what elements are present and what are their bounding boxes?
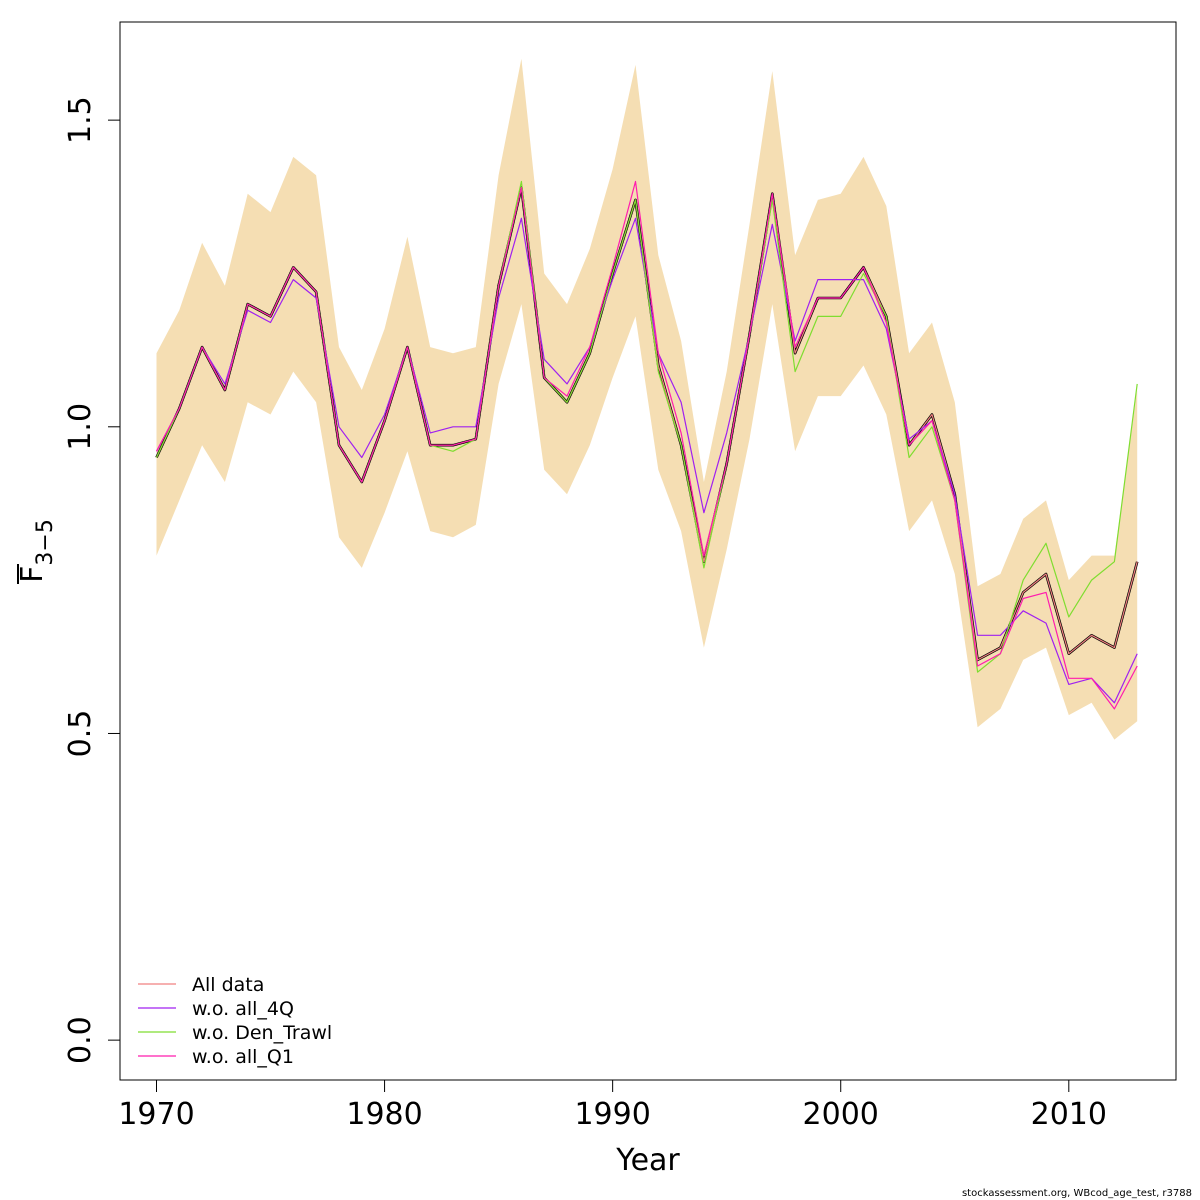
x-tick-label: 1990: [574, 1097, 650, 1132]
legend-label: w.o. all_Q1: [192, 1046, 294, 1068]
legend-label: w.o. all_4Q: [192, 998, 294, 1020]
legend-label: All data: [192, 974, 264, 996]
x-axis-title: Year: [615, 1143, 680, 1178]
plot-frame: [119, 21, 1177, 1081]
y-axis-title-main: F: [15, 566, 50, 583]
y-axis-title: F3−5: [15, 519, 58, 584]
confidence-band: [156, 58, 1138, 740]
y-tick-label: 1.5: [63, 96, 98, 144]
x-tick-label: 1970: [118, 1097, 194, 1132]
y-axis-title-sub: 3−5: [33, 519, 58, 565]
plot-area: [155, 58, 1139, 740]
x-tick-label: 2000: [803, 1097, 879, 1132]
y-tick-label: 0.5: [63, 710, 98, 758]
x-axis: 1970 1980 1990 2000 2010: [118, 1080, 1107, 1132]
x-tick-label: 1980: [346, 1097, 422, 1132]
footer-text: stockassessment.org, WBcod_age_test, r37…: [962, 1188, 1192, 1199]
svg-text:F3−5: F3−5: [15, 519, 58, 583]
y-tick-label: 0.0: [63, 1016, 98, 1064]
y-tick-label: 1.0: [63, 403, 98, 451]
x-tick-label: 2010: [1031, 1097, 1107, 1132]
series-line-3: [155, 180, 1138, 710]
y-axis: 0.0 0.5 1.0 1.5: [63, 96, 120, 1064]
legend-label: w.o. Den_Trawl: [192, 1022, 332, 1044]
